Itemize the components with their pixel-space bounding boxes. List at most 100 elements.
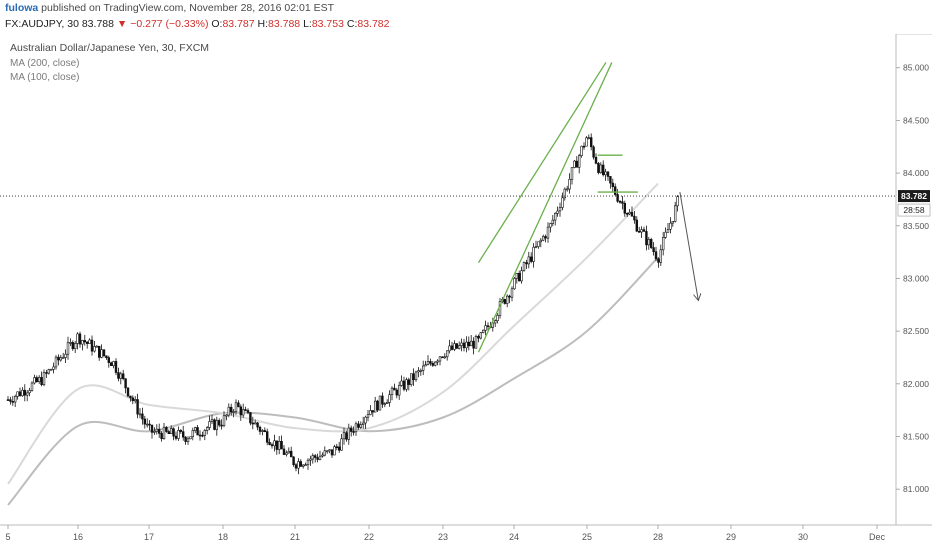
candle-body [659, 249, 663, 263]
chart-title: Australian Dollar/Japanese Yen, 30, FXCM [10, 42, 209, 54]
candle-body [546, 226, 550, 239]
candle-body [553, 213, 557, 221]
candle-body [222, 415, 226, 426]
time-tick-label: 24 [509, 532, 519, 542]
candle-body [637, 231, 641, 233]
candle-body [438, 356, 442, 362]
candle-body [177, 429, 180, 439]
candle-body [537, 241, 540, 247]
candle-body [6, 399, 10, 401]
candle-body [649, 239, 653, 248]
candle-body [16, 391, 19, 397]
candle-body [340, 438, 343, 451]
candle-body [349, 427, 353, 432]
candle-body [42, 372, 46, 385]
candle-body [333, 446, 336, 456]
candle-body [441, 356, 444, 359]
time-tick-label: 5 [5, 532, 10, 542]
candle-body [661, 237, 665, 251]
candle-body [515, 273, 519, 279]
low-value: 83.753 [311, 18, 344, 30]
candle-body [597, 163, 600, 173]
candle-body [402, 380, 406, 390]
candle-body [645, 231, 648, 246]
candle-body [289, 450, 293, 458]
candle-body [285, 452, 288, 455]
candle-body [57, 356, 60, 361]
candle-body [385, 401, 389, 404]
candlesticks [6, 133, 679, 475]
current-price-bg [898, 190, 930, 203]
candle-body [594, 156, 598, 164]
candle-body [208, 421, 211, 428]
candle-body [256, 422, 259, 428]
candle-body [381, 395, 384, 405]
candle-body [429, 361, 432, 364]
candle-body [215, 420, 218, 430]
candle-body [376, 400, 379, 411]
candle-body [436, 360, 439, 363]
candle-body [345, 432, 348, 440]
candle-body [220, 424, 223, 427]
candle-body [513, 278, 516, 290]
candle-body [246, 410, 250, 413]
candle-body [472, 340, 475, 349]
candle-body [194, 427, 197, 431]
candle-body [107, 357, 111, 363]
candle-body [522, 262, 526, 271]
candle-body [14, 396, 17, 403]
candle-body [201, 434, 204, 437]
candle-body [455, 343, 458, 349]
candle-body [563, 188, 567, 199]
candle-body [618, 201, 622, 203]
candle-body [45, 372, 48, 374]
candle-body [635, 219, 639, 232]
candle-body [424, 364, 427, 367]
candle-body [280, 440, 283, 450]
candle-body [592, 146, 595, 158]
candle-body [40, 377, 43, 385]
candle-body [517, 273, 521, 282]
candle-body [335, 446, 338, 449]
published-text: published on TradingView.com, November 2… [41, 2, 334, 14]
candle-body [210, 419, 214, 422]
candle-body [625, 213, 629, 215]
price-chart[interactable]: 85.000 84.500 84.000 83.500 83.000 82.500 82.0… [0, 34, 932, 550]
candle-body [469, 340, 473, 347]
candle-body [604, 171, 607, 176]
candle-body [110, 362, 113, 367]
candle-body [417, 370, 420, 373]
candle-body [64, 353, 67, 358]
candle-body [59, 357, 63, 361]
candle-body [309, 458, 312, 461]
time-tick-label: 16 [73, 532, 83, 542]
candle-body [640, 229, 643, 233]
candle-body [119, 373, 123, 379]
time-tick-label: 29 [726, 532, 736, 542]
candle-body [525, 262, 528, 265]
candle-body [342, 432, 346, 440]
plot-area[interactable] [0, 34, 896, 525]
symbol-label[interactable]: FX:AUDJPY, 30 [5, 18, 79, 30]
candle-body [251, 422, 254, 425]
candle-body [647, 239, 651, 246]
price-tick-label: 84.000 [903, 168, 929, 178]
candle-body [294, 464, 298, 469]
candle-body [90, 339, 94, 352]
candle-body [541, 236, 545, 241]
close-label: C: [346, 18, 358, 30]
chart-header: fulowa published on TradingView.com, Nov… [0, 0, 932, 35]
candle-body [138, 413, 142, 416]
candle-body [481, 329, 485, 333]
candle-body [323, 450, 326, 456]
candle-body [316, 457, 319, 460]
candle-body [131, 397, 134, 401]
candle-body [628, 212, 631, 215]
candle-body [78, 333, 82, 345]
candle-body [561, 197, 564, 208]
candle-body [347, 427, 350, 440]
candle-body [299, 461, 302, 467]
countdown-tag: 28:58 [897, 203, 931, 217]
candle-body [143, 418, 146, 425]
author-link[interactable]: fulowa [5, 2, 39, 14]
